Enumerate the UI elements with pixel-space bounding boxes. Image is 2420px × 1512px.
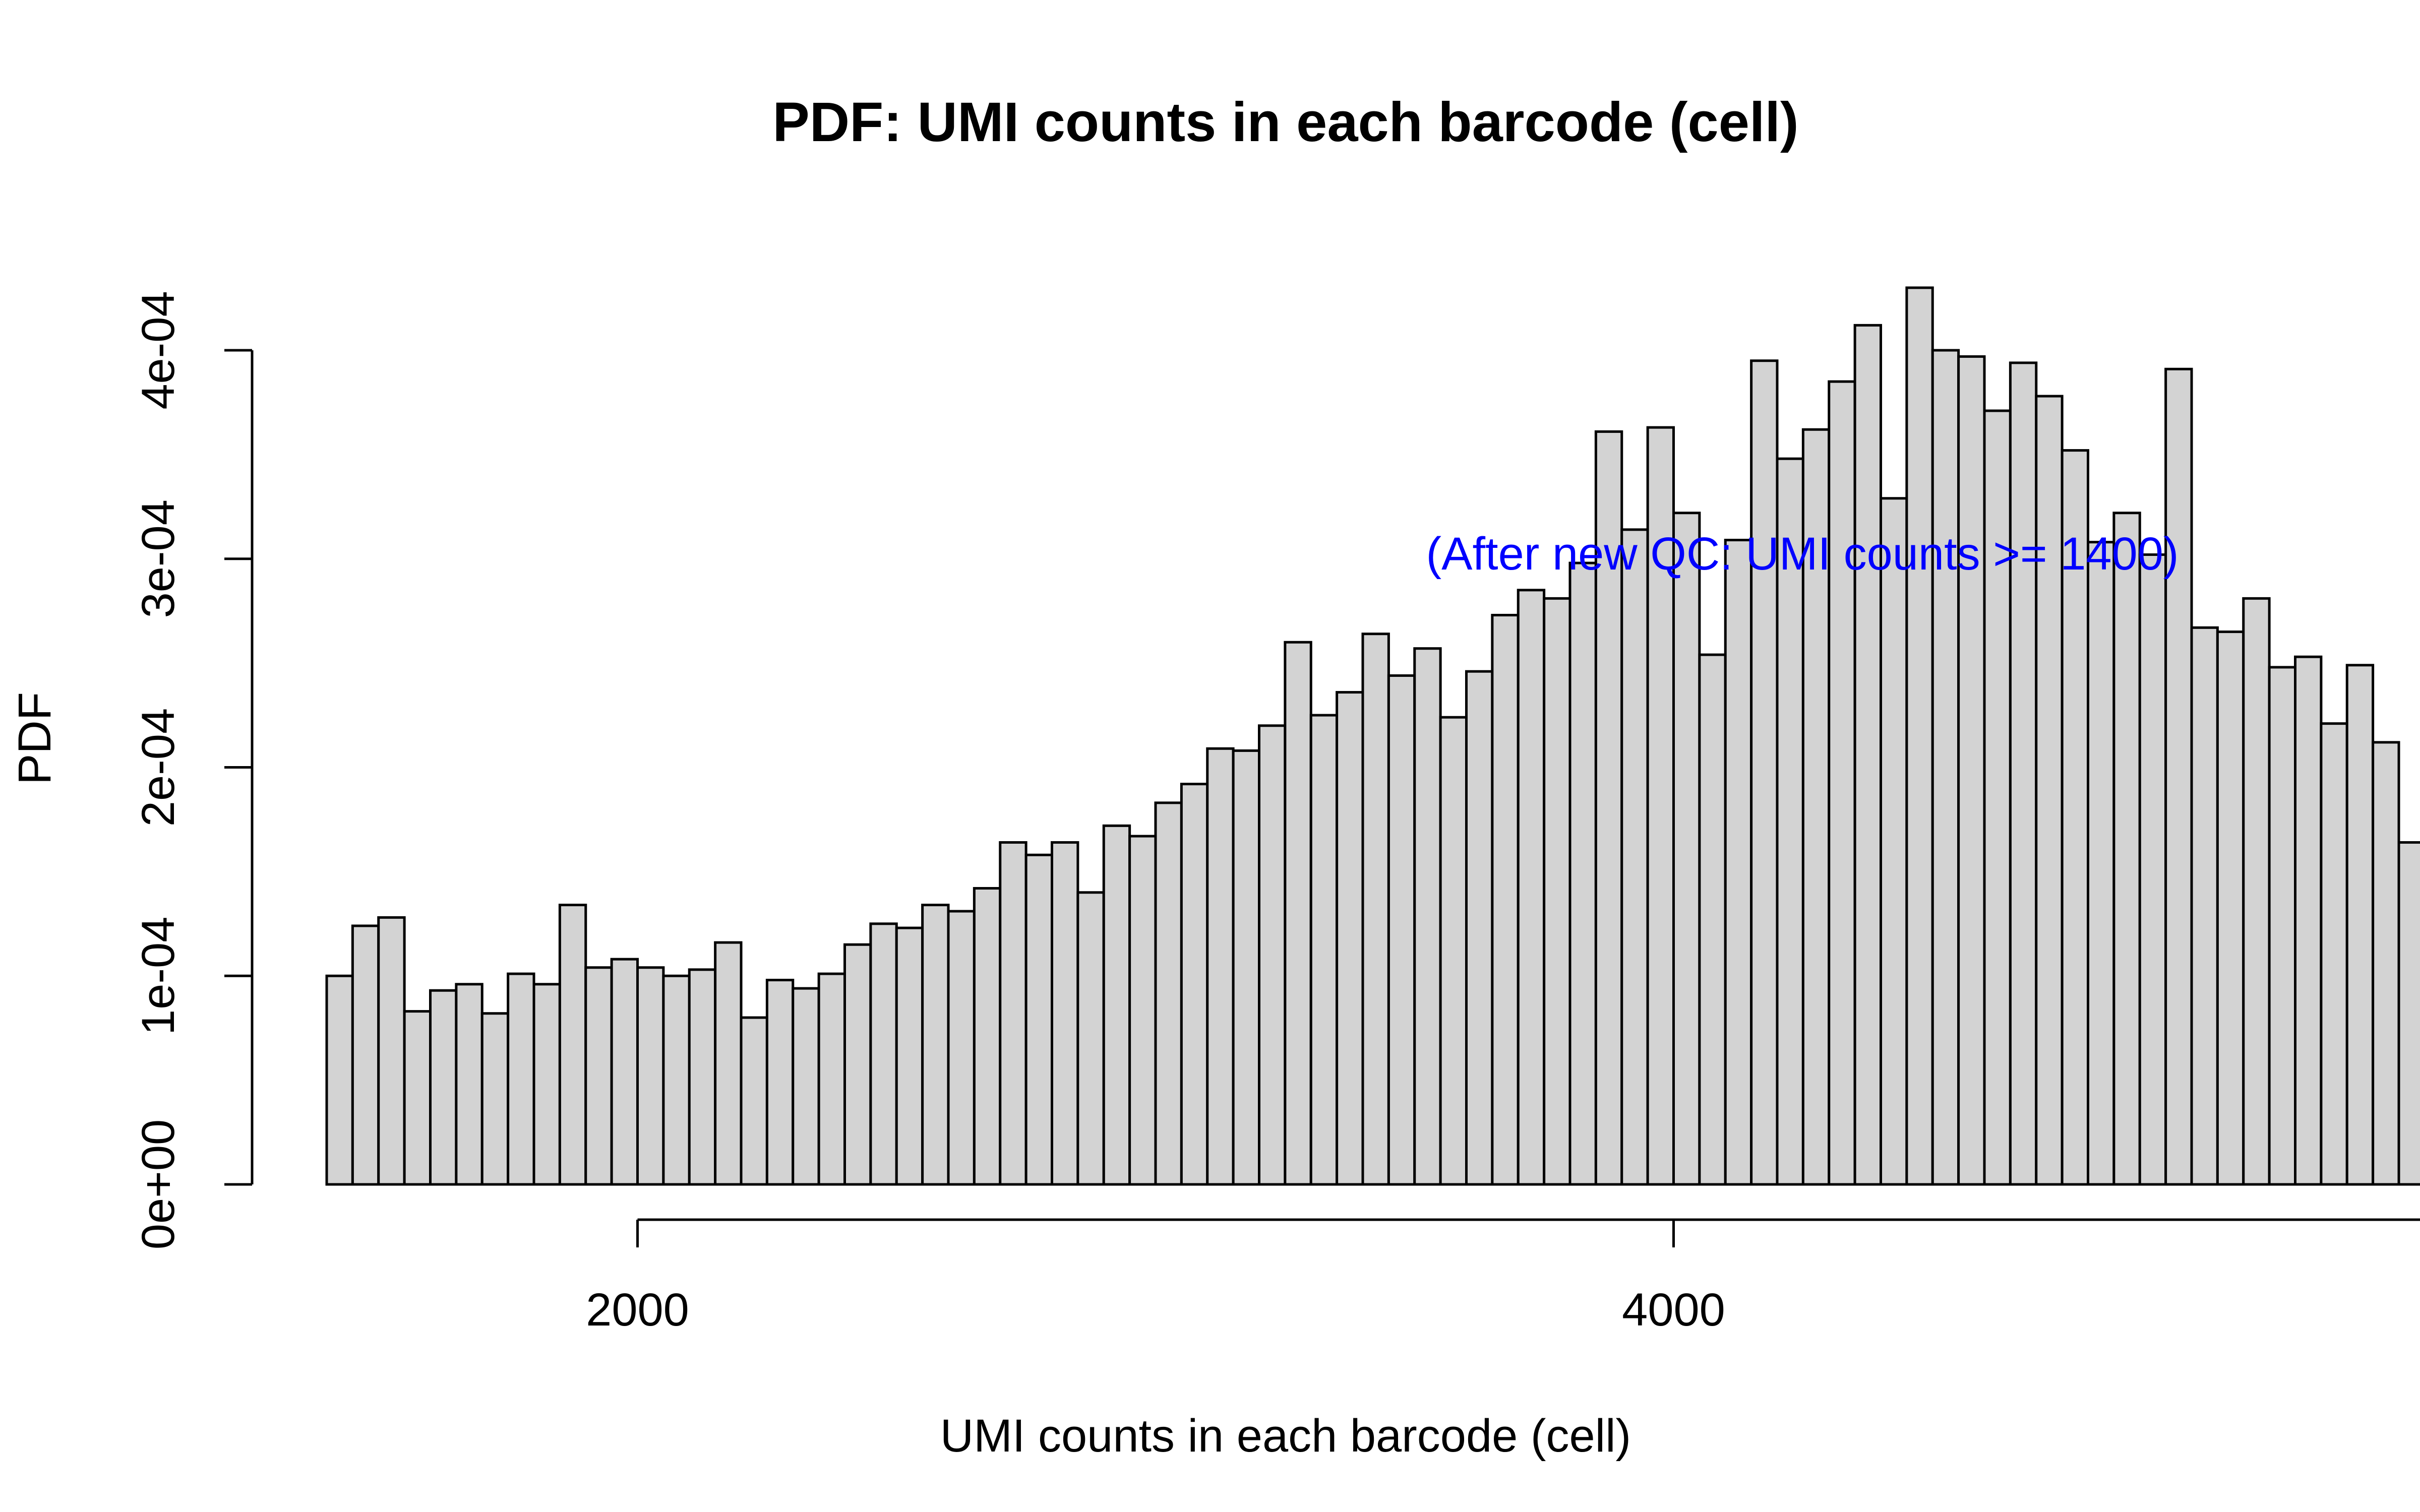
histogram-bar: [869, 922, 898, 1186]
histogram-bar: [2035, 395, 2064, 1186]
histogram-bar: [895, 926, 924, 1186]
histogram-bar: [636, 966, 665, 1186]
histogram-bar: [843, 943, 872, 1186]
histogram-bar: [1180, 783, 1209, 1186]
histogram-bar: [2242, 597, 2271, 1186]
x-axis: 2000400060008000: [586, 1218, 2420, 1336]
histogram-bar: [1698, 653, 1727, 1186]
histogram-bar: [1750, 359, 1779, 1186]
histogram-bar: [532, 983, 561, 1186]
histogram-bar: [1336, 691, 1364, 1186]
histogram-bar: [1828, 380, 1856, 1186]
y-tick-label: 1e-04: [133, 917, 184, 1035]
histogram-bar: [2372, 741, 2400, 1186]
histogram-bar: [480, 1012, 510, 1186]
histogram-bar: [1387, 674, 1416, 1186]
y-tick-label: 2e-04: [133, 708, 184, 827]
histogram-bar: [351, 924, 380, 1186]
x-tick-label: 4000: [1622, 1284, 1725, 1336]
histogram-bar: [455, 983, 483, 1186]
histogram-bar: [2320, 722, 2348, 1186]
histogram-bar: [507, 972, 535, 1186]
qc-annotation: (After new QC: UMI counts >= 1400): [1426, 528, 2179, 580]
histogram-bar: [1594, 430, 1623, 1186]
y-tick-label: 3e-04: [133, 499, 184, 618]
histogram-bar: [1102, 824, 1131, 1186]
histogram-bar: [1724, 539, 1753, 1186]
histogram-bar: [1568, 561, 1597, 1186]
histogram-bar: [1853, 324, 1883, 1186]
histogram-bar: [1646, 426, 1675, 1186]
histogram-bar: [1413, 647, 1442, 1186]
histogram-bar: [1517, 589, 1546, 1186]
histogram-bar: [740, 1016, 768, 1186]
histogram-bar: [1983, 409, 2012, 1186]
histogram-bar: [429, 989, 458, 1186]
histogram-bar: [817, 972, 846, 1186]
histogram-bar: [1931, 349, 1960, 1186]
histogram-bar: [377, 916, 406, 1186]
histogram-bar: [921, 904, 950, 1186]
histogram-bar: [1051, 841, 1079, 1186]
histogram-bar: [688, 968, 717, 1186]
histogram-bar: [1905, 286, 1934, 1186]
histogram-bar: [1543, 597, 1571, 1186]
histogram-bar: [1024, 853, 1054, 1186]
histogram-bar: [1284, 641, 1312, 1186]
histogram-bar: [403, 1010, 432, 1186]
histogram-bar: [662, 974, 691, 1186]
y-axis: 0e+00 1e-04 2e-04 3e-04 4e-04: [133, 291, 254, 1249]
histogram-bar: [2268, 666, 2297, 1186]
histogram-bar: [1776, 457, 1804, 1186]
y-axis-label: PDF: [9, 692, 60, 785]
histogram-bar: [947, 910, 976, 1186]
x-tick-label: 2000: [586, 1284, 689, 1336]
histogram-bar: [1672, 512, 1701, 1186]
histogram-bar: [610, 958, 639, 1186]
histogram-bar: [2087, 541, 2115, 1186]
histogram-bar: [1154, 801, 1183, 1186]
histogram-bar: [1491, 613, 1520, 1186]
histogram-bar: [1206, 747, 1235, 1186]
histogram-bar: [999, 841, 1027, 1186]
histogram-bar: [2138, 553, 2167, 1186]
histogram-bar: [2190, 626, 2219, 1186]
histogram-bar: [1957, 355, 1986, 1186]
histogram-bar: [1128, 835, 1157, 1186]
histogram-bar: [1361, 633, 1390, 1186]
y-tick-label: 0e+00: [133, 1119, 184, 1249]
histogram-bar: [2294, 655, 2323, 1186]
histogram-bar: [1232, 749, 1261, 1186]
histogram-bar: [584, 966, 613, 1186]
chart-title: PDF: UMI counts in each barcode (cell): [772, 91, 1798, 153]
histogram-bar: [2216, 631, 2245, 1186]
histogram-bar: [2164, 367, 2193, 1186]
y-tick-label: 4e-04: [133, 291, 184, 409]
histogram-bar: [714, 941, 743, 1186]
histogram-bar: [973, 887, 1002, 1186]
histogram-bar: [1620, 528, 1649, 1186]
histogram-bar: [1076, 891, 1105, 1186]
histogram-bar: [1258, 724, 1287, 1186]
histogram-bar: [1309, 714, 1339, 1186]
histogram-bar: [325, 974, 354, 1186]
histogram-bar: [2112, 512, 2141, 1186]
histogram-bars: [325, 286, 2420, 1186]
histogram-bar: [1465, 670, 1494, 1186]
histogram-bar: [558, 904, 587, 1186]
histogram-bar: [765, 979, 795, 1186]
histogram-bar: [1439, 716, 1468, 1186]
histogram-bar: [1880, 497, 1908, 1186]
histogram-bar: [2345, 664, 2375, 1186]
histogram-bar: [2009, 361, 2038, 1186]
histogram-bar: [2397, 841, 2420, 1186]
x-axis-label: UMI counts in each barcode (cell): [940, 1410, 1631, 1462]
histogram-bar: [2061, 449, 2089, 1186]
histogram-bar: [792, 987, 820, 1186]
